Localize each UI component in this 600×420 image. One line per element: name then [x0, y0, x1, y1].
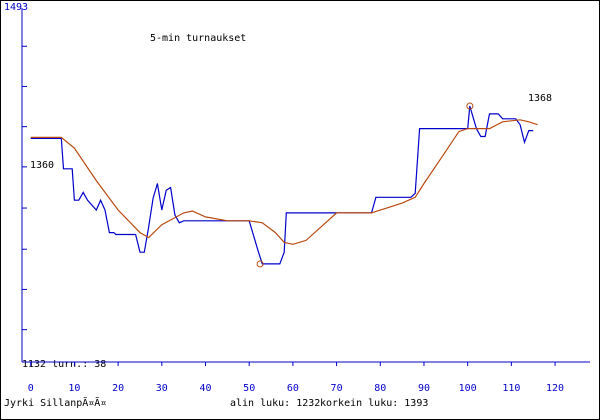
top-label: 1493 — [4, 2, 28, 13]
x-tick-label: 90 — [418, 383, 430, 394]
x-tick-label: 80 — [374, 383, 386, 394]
high-label: korkein luku: 1393 — [320, 398, 428, 409]
x-tick-label: 40 — [199, 383, 211, 394]
x-tick-label: 50 — [243, 383, 255, 394]
x-tick-label: 10 — [68, 383, 80, 394]
line — [30, 119, 538, 245]
x-tick-label: 20 — [112, 383, 124, 394]
line — [30, 105, 534, 265]
x-tick-label: 30 — [156, 383, 168, 394]
chart-title: 5-min turnaukset — [150, 33, 246, 44]
bottom-label: 1132 turn.: 38 — [22, 359, 106, 370]
low-label: alin luku: 1232 — [230, 398, 320, 409]
x-tick-label: 0 — [28, 383, 34, 394]
high-marker — [466, 102, 474, 110]
x-tick-label: 120 — [546, 383, 564, 394]
x-tick-label: 60 — [287, 383, 299, 394]
x-tick-label: 100 — [459, 383, 477, 394]
end-label: 1368 — [528, 93, 552, 104]
x-tick-label: 110 — [502, 383, 520, 394]
low-marker — [256, 260, 264, 268]
x-tick-label: 70 — [331, 383, 343, 394]
author: Jyrki SillanpÃ¤Ã¤ — [4, 396, 106, 409]
start-label: 1360 — [30, 160, 54, 171]
